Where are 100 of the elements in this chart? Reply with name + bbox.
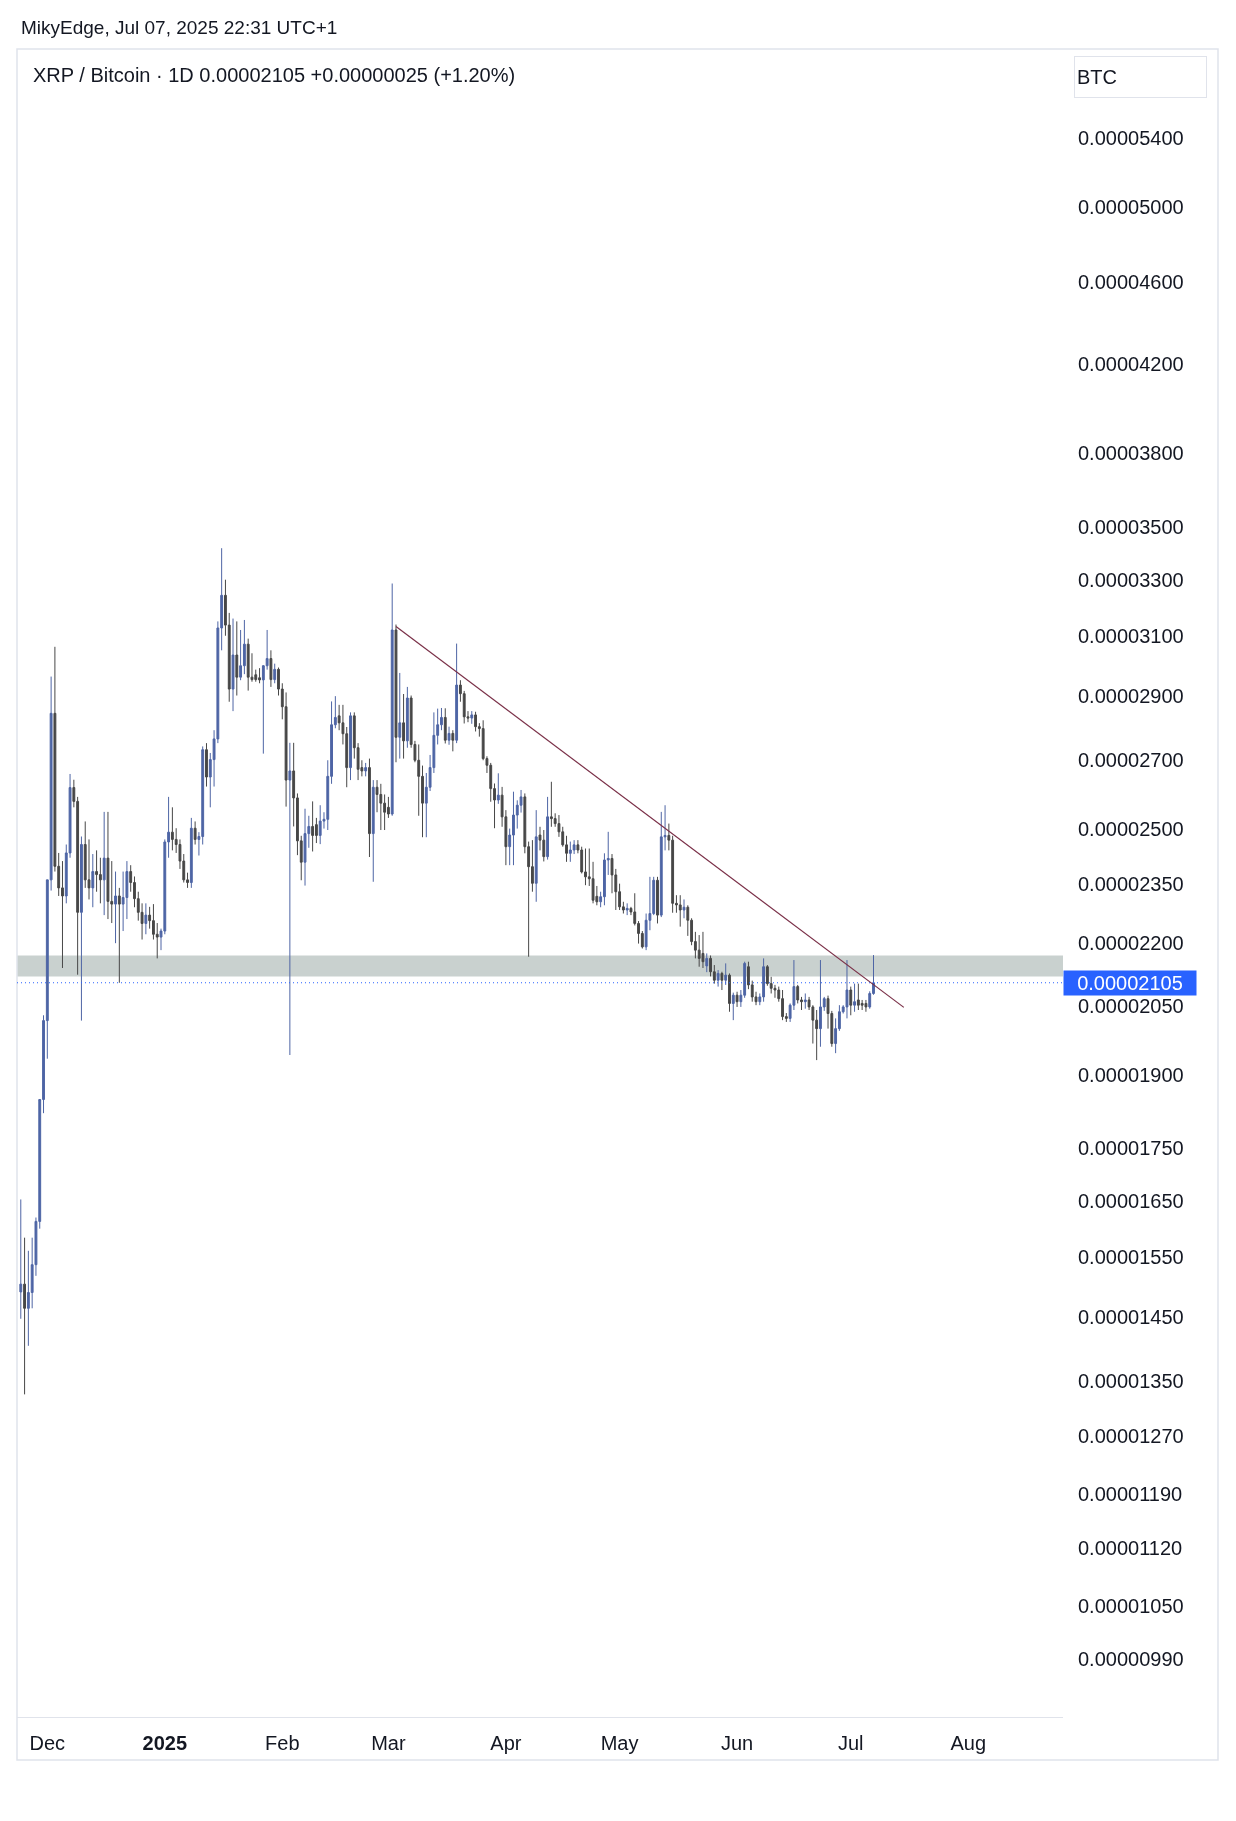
candlestick <box>849 986 853 1016</box>
y-tick-label: 0.00001550 <box>1078 1246 1184 1269</box>
candlestick <box>542 829 546 862</box>
candlestick <box>288 742 292 1056</box>
candlestick <box>496 772 500 805</box>
y-tick-label: 0.00001750 <box>1078 1137 1184 1160</box>
x-tick-label: Jul <box>837 1732 864 1754</box>
text: XRP / Bitcoin · 1D 0.00002105 +0.00000025 (+1.20%) <box>33 64 516 86</box>
candlestick <box>724 962 728 986</box>
candlestick <box>678 894 682 928</box>
candlestick <box>349 711 352 781</box>
candlestick <box>106 811 110 920</box>
candlestick <box>781 989 784 1021</box>
candlestick <box>864 999 868 1013</box>
candlestick <box>246 638 250 692</box>
y-tick-label: 0.00002900 <box>1078 684 1184 707</box>
candlestick <box>117 887 121 984</box>
candlestick <box>144 902 148 935</box>
candlestick <box>803 992 807 1010</box>
candlestick <box>394 624 398 763</box>
x-tick-label: May <box>600 1732 639 1754</box>
y-tick-label: 0.00001120 <box>1078 1537 1183 1560</box>
y-tick-label: 0.00001270 <box>1078 1424 1184 1447</box>
candlestick <box>170 806 174 851</box>
candlestick <box>819 959 822 1048</box>
candlestick <box>443 707 447 744</box>
y-tick-label: 0.00001050 <box>1078 1595 1184 1618</box>
y-tick-label: 0.00005400 <box>1078 127 1184 150</box>
candlestick <box>682 898 686 919</box>
candlestick <box>114 871 117 944</box>
candlestick <box>656 876 659 924</box>
y-tick-label: 0.00002350 <box>1078 873 1184 896</box>
y-tick-label: 0.00002500 <box>1078 817 1184 840</box>
y-tick-label: 0.00003100 <box>1078 624 1184 647</box>
y-tick-label: 0.00002050 <box>1078 995 1184 1018</box>
candlestick <box>762 957 766 1003</box>
candlestick <box>549 781 553 828</box>
candlestick <box>311 800 315 852</box>
y-tick-label: 0.00002200 <box>1078 932 1184 955</box>
candlestick <box>716 969 720 988</box>
candlestick <box>231 618 235 712</box>
candlestick <box>701 931 705 969</box>
candlestick <box>731 992 735 1021</box>
ref-line-label: 0.00002105 <box>1077 972 1183 994</box>
y-tick-label: 0.00003300 <box>1078 568 1184 591</box>
candlestick <box>470 710 474 725</box>
y-tick-label: 0.00004200 <box>1078 352 1184 375</box>
candlestick <box>546 796 550 861</box>
candlestick <box>720 971 724 991</box>
candlestick <box>455 643 459 744</box>
y-tick-label: 0.00001450 <box>1078 1305 1184 1328</box>
candlestick <box>80 836 83 1022</box>
y-axis-title: BTC <box>1077 66 1117 88</box>
candlestick <box>91 853 95 908</box>
y-tick-label: 0.00002700 <box>1078 748 1184 771</box>
candlestick <box>368 758 371 858</box>
y-tick-label: 0.00001350 <box>1078 1369 1184 1392</box>
candlestick <box>23 1237 27 1395</box>
candlestick <box>193 820 197 845</box>
text: MikyEdge, Jul 07, 2025 22:31 UTC+1 <box>21 17 338 38</box>
candlestick <box>102 811 106 916</box>
candlestick <box>19 1198 23 1320</box>
candlestick <box>318 804 322 845</box>
candlestick <box>853 983 856 1013</box>
candlestick <box>512 791 515 866</box>
candlestick <box>303 808 307 887</box>
candlestick <box>728 972 731 1013</box>
y-tick-label: 0.00000990 <box>1078 1648 1184 1671</box>
x-tick-label: Aug <box>950 1732 987 1754</box>
candlestick <box>205 742 208 788</box>
x-tick-label: Dec <box>29 1732 66 1754</box>
candlestick <box>697 934 701 968</box>
x-tick-label: Feb <box>265 1732 300 1754</box>
candlestick <box>273 663 277 684</box>
candlestick <box>235 620 239 697</box>
y-tick-label: 0.00001650 <box>1078 1190 1184 1213</box>
candlestick <box>364 762 368 777</box>
y-tick-label: 0.00004600 <box>1078 270 1184 293</box>
y-tick-label: 0.00001900 <box>1078 1063 1184 1086</box>
candlestick <box>625 902 629 916</box>
candlestick <box>390 583 394 817</box>
candlestick <box>189 817 193 889</box>
candlestick <box>845 959 849 1019</box>
y-tick-label: 0.00003500 <box>1078 515 1184 538</box>
y-tick-label: 0.00001190 <box>1078 1483 1183 1506</box>
x-tick-label: Mar <box>371 1732 406 1754</box>
candlestick <box>534 809 538 903</box>
candlestick <box>269 649 273 688</box>
candlestick <box>371 779 375 883</box>
x-tick-label: Jun <box>720 1732 754 1754</box>
candlestick <box>405 686 409 749</box>
candlestick <box>398 672 402 760</box>
candlestick <box>451 729 455 752</box>
x-tick-label: 2025 <box>142 1732 188 1754</box>
candlestick <box>258 667 261 684</box>
candlestick <box>379 783 383 831</box>
candlestick <box>815 1009 819 1061</box>
candlestick <box>447 726 451 746</box>
y-tick-label: 0.00005000 <box>1078 196 1184 219</box>
y-tick-label: 0.00003800 <box>1078 442 1184 465</box>
